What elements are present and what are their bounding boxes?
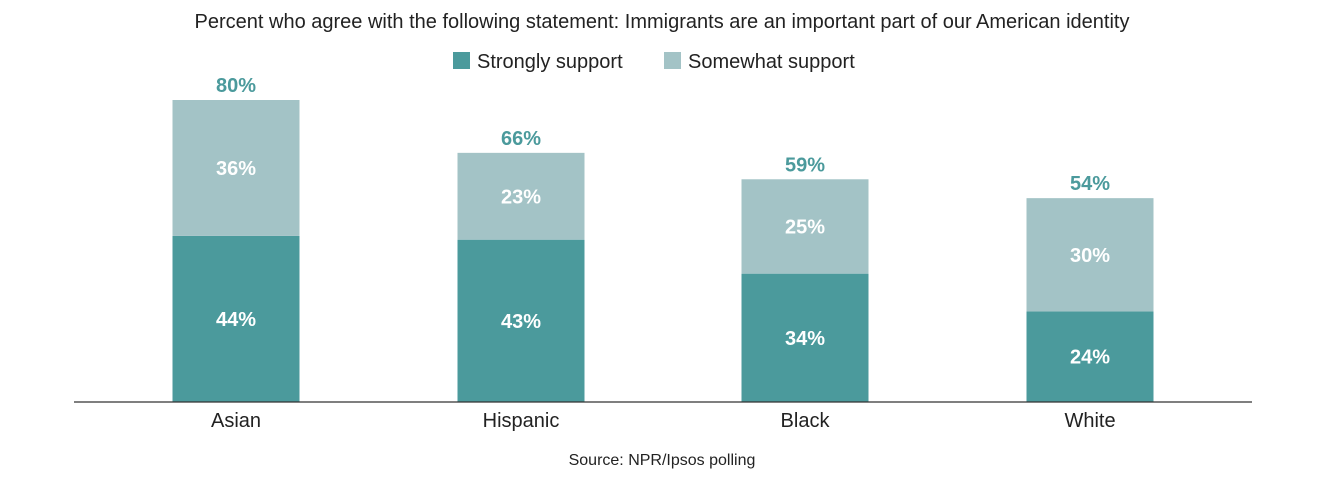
chart-title: Percent who agree with the following sta… bbox=[195, 11, 1130, 33]
bar-segment-hispanic-strongly bbox=[457, 239, 585, 402]
bar-value-label-asian-somewhat: 36% bbox=[216, 158, 256, 180]
x-tick-label-hispanic: Hispanic bbox=[483, 410, 560, 432]
x-axis-labels: Asian Hispanic Black White bbox=[211, 410, 1116, 432]
bar-segment-asian-strongly bbox=[172, 235, 300, 402]
source-note: Source: NPR/Ipsos polling bbox=[569, 452, 756, 469]
bar-segment-white-somewhat bbox=[1026, 198, 1154, 312]
legend: Strongly support Somewhat support bbox=[453, 51, 855, 73]
bar-total-label-asian: 80% bbox=[216, 75, 256, 97]
x-tick-label-asian: Asian bbox=[211, 410, 261, 432]
bar-segment-white-strongly bbox=[1026, 311, 1154, 402]
bar-segment-black-strongly bbox=[741, 273, 869, 402]
bar-value-label-black-somewhat: 25% bbox=[785, 216, 825, 238]
x-tick-label-white: White bbox=[1064, 410, 1115, 432]
bar-value-label-hispanic-strongly: 43% bbox=[501, 311, 541, 333]
bar-total-label-hispanic: 66% bbox=[501, 128, 541, 150]
bar-segment-asian-somewhat bbox=[172, 100, 300, 236]
legend-label-strongly-support: Strongly support bbox=[477, 51, 623, 73]
bars-group: 44% 36% 80% 43% 23% 66% 34% 25% 59% 24% 30% 54% bbox=[172, 75, 1154, 402]
bar-segment-hispanic-somewhat bbox=[457, 152, 585, 240]
legend-label-somewhat-support: Somewhat support bbox=[688, 51, 855, 73]
bar-total-label-black: 59% bbox=[785, 154, 825, 176]
bar-value-label-white-somewhat: 30% bbox=[1070, 245, 1110, 267]
bar-segment-black-somewhat bbox=[741, 179, 869, 274]
x-tick-label-black: Black bbox=[781, 410, 831, 432]
bar-value-label-white-strongly: 24% bbox=[1070, 347, 1110, 369]
legend-swatch-somewhat-support bbox=[664, 52, 681, 69]
bar-value-label-asian-strongly: 44% bbox=[216, 309, 256, 331]
bar-total-label-white: 54% bbox=[1070, 173, 1110, 195]
legend-swatch-strongly-support bbox=[453, 52, 470, 69]
bar-value-label-black-strongly: 34% bbox=[785, 328, 825, 350]
bar-value-label-hispanic-somewhat: 23% bbox=[501, 186, 541, 208]
